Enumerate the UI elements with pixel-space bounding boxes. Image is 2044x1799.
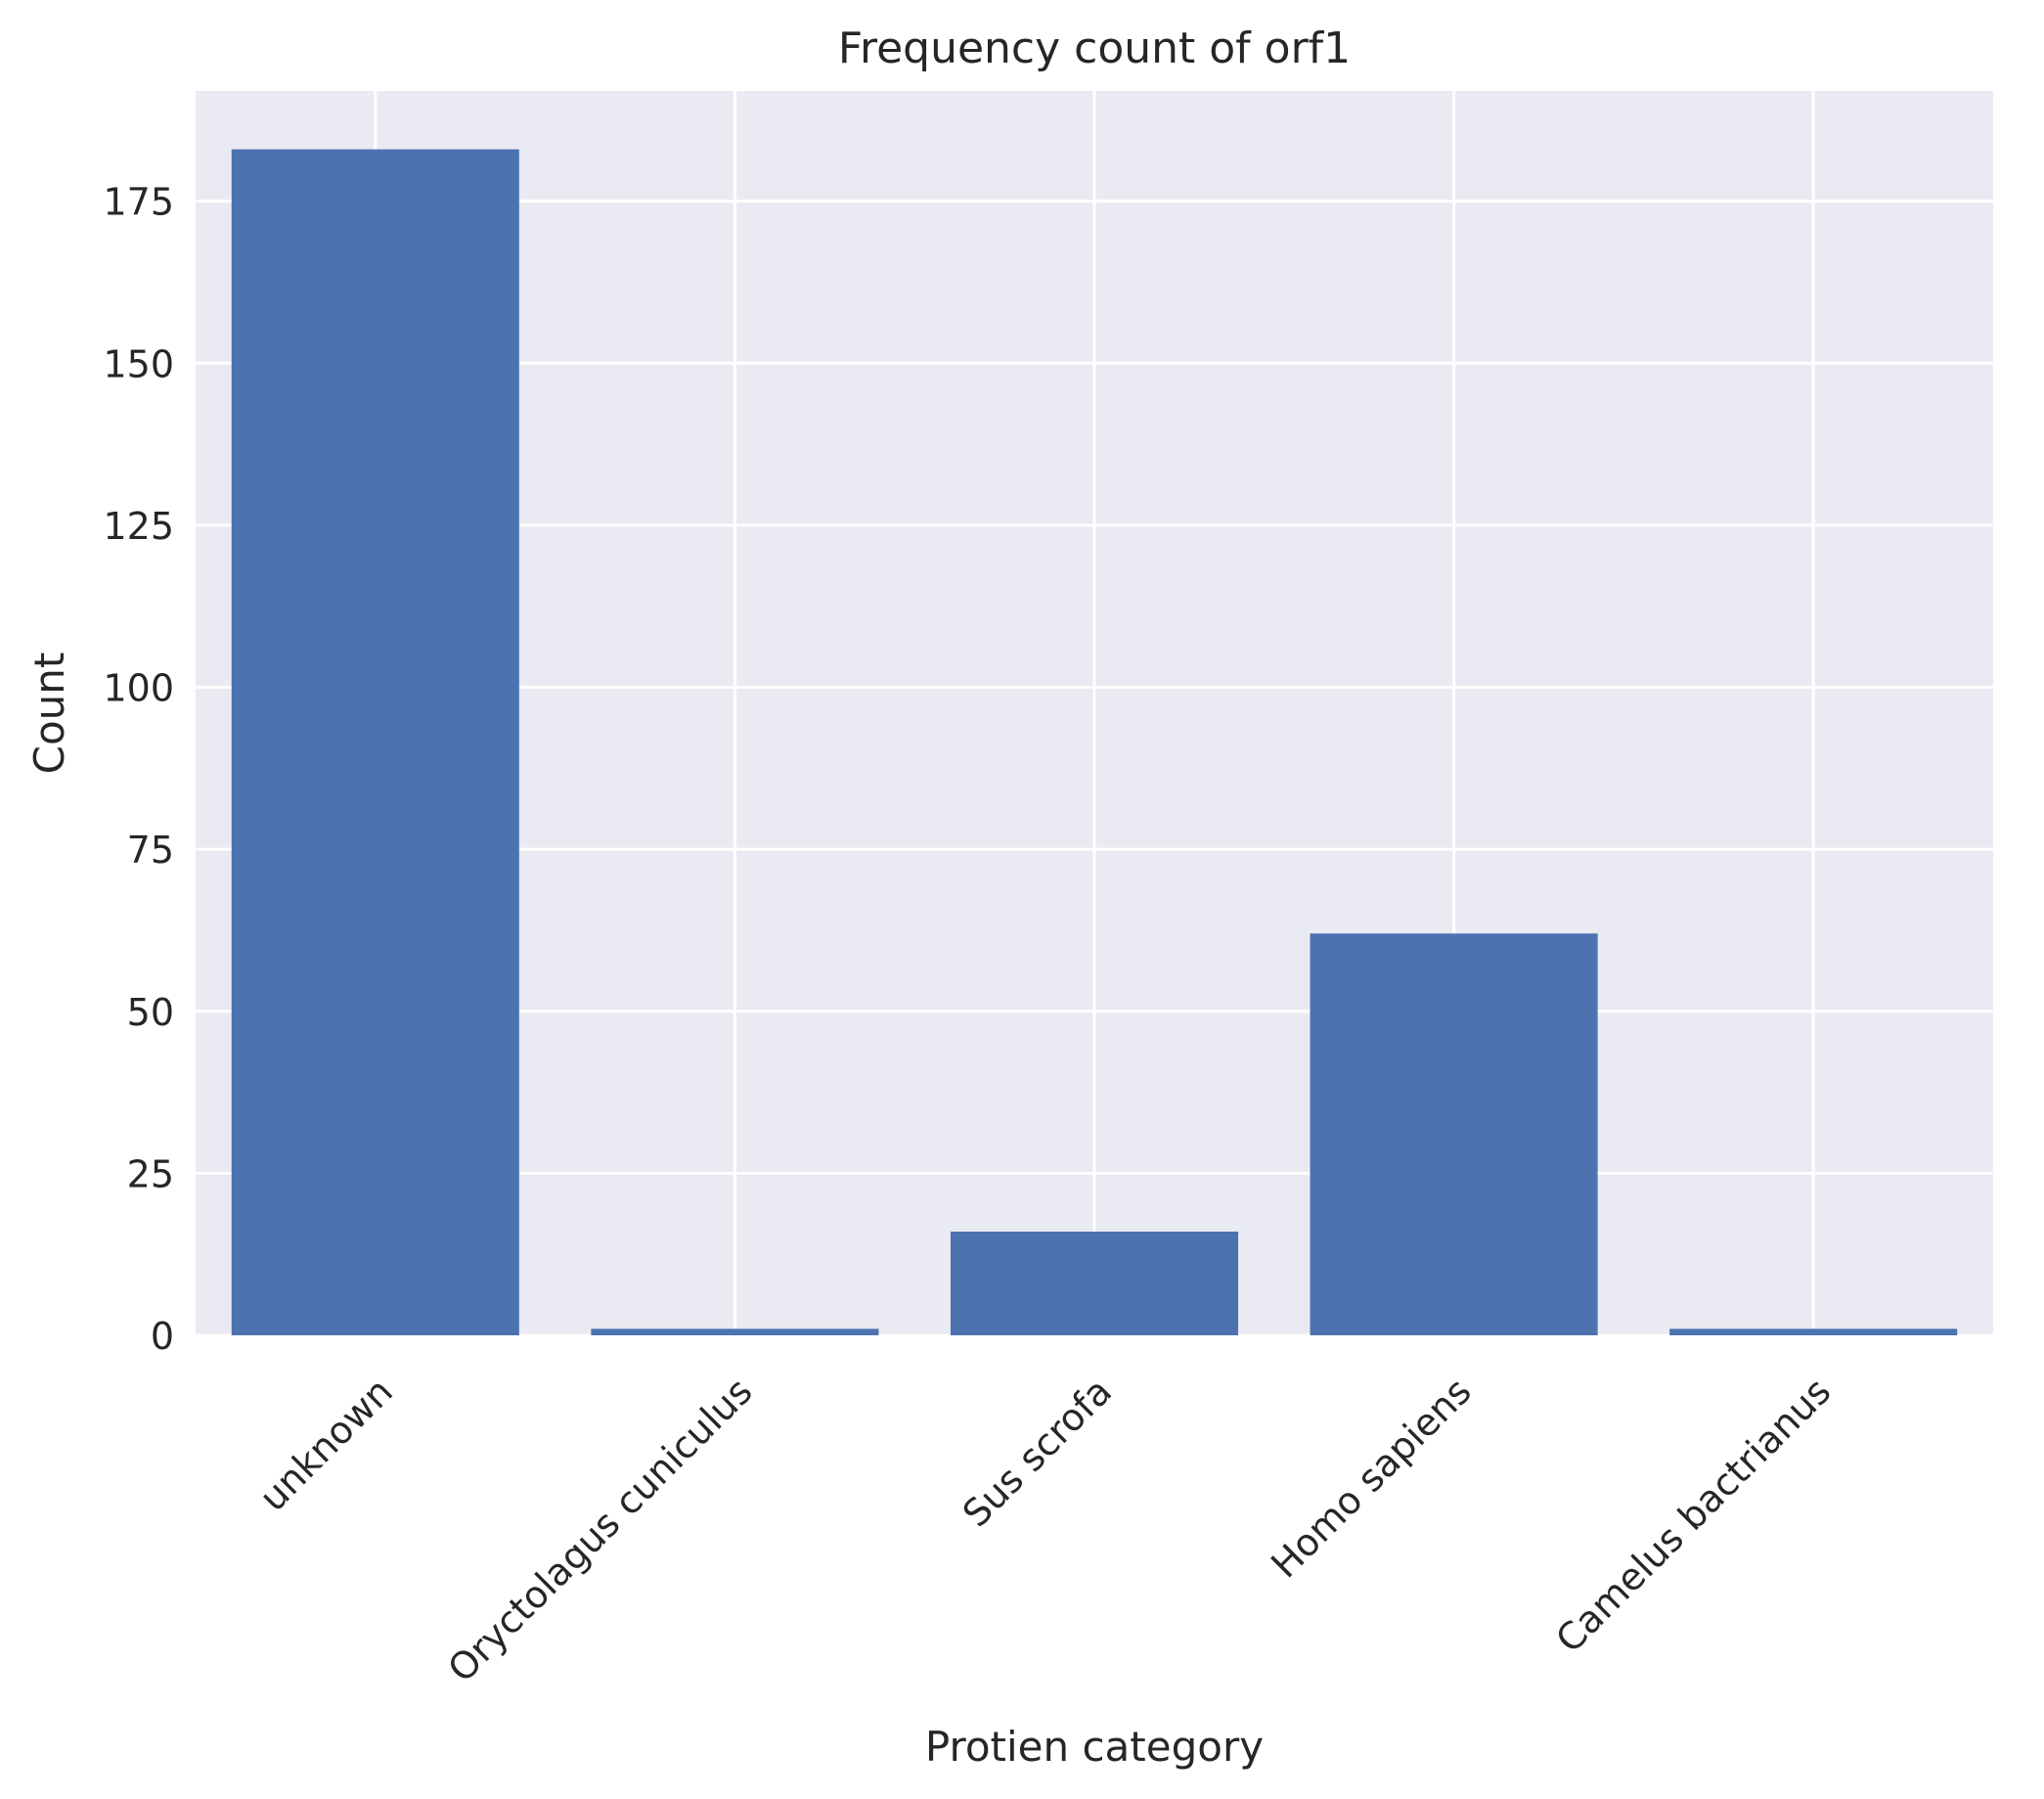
- y-tick-label: 25: [127, 1152, 174, 1195]
- x-tick-label: Camelus bactrianus: [1547, 1370, 1839, 1661]
- chart-title: Frequency count of orf1: [838, 23, 1351, 73]
- bar: [591, 1328, 879, 1335]
- x-tick-label: Homo sapiens: [1263, 1370, 1479, 1586]
- y-tick-label: 175: [103, 181, 174, 224]
- x-tick-labels: unknown Oryctolagus cuniculus Sus scrofa Ho…: [251, 1370, 1840, 1690]
- x-tick-label: unknown: [251, 1370, 401, 1519]
- bar: [231, 149, 519, 1335]
- bar: [950, 1232, 1239, 1335]
- y-tick-label: 125: [103, 505, 174, 548]
- y-tick-label: 0: [151, 1315, 174, 1358]
- x-tick-label: Sus scrofa: [955, 1370, 1120, 1535]
- x-tick-label: Oryctolagus cuniculus: [439, 1370, 760, 1690]
- bar: [1310, 933, 1598, 1335]
- y-tick-labels: 0 25 50 75 100 125 150 175: [103, 181, 174, 1358]
- y-tick-label: 150: [103, 342, 174, 385]
- bar: [1669, 1328, 1958, 1335]
- bars: [231, 149, 1958, 1335]
- y-tick-label: 50: [127, 991, 174, 1034]
- x-axis-label: Protien category: [925, 1723, 1264, 1771]
- y-tick-label: 75: [127, 829, 174, 872]
- y-tick-label: 100: [103, 667, 174, 710]
- y-axis-label: Count: [25, 652, 73, 775]
